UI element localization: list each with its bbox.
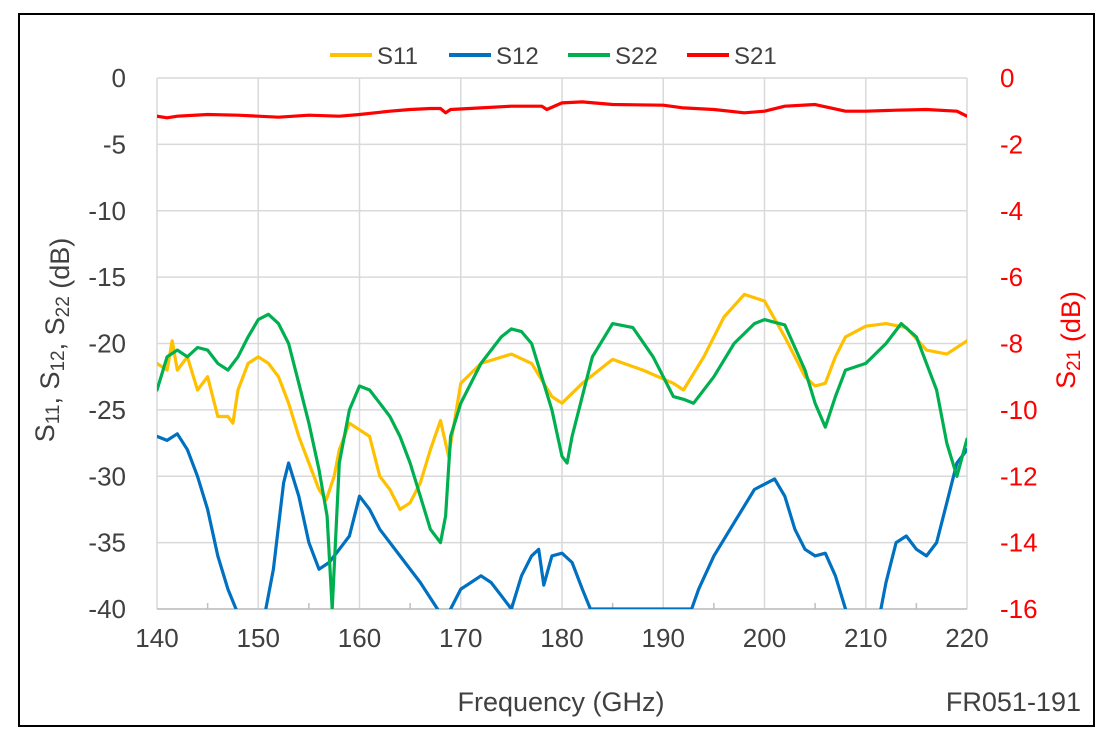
x-tick-label: 200 — [743, 623, 786, 653]
x-tick-label: 180 — [540, 623, 583, 653]
y-left-tick-label: -5 — [103, 129, 126, 159]
y-right-tick-label: -16 — [1000, 594, 1038, 624]
y-left-tick-label: -35 — [88, 528, 126, 558]
chart-frame — [18, 13, 1095, 727]
grid — [156, 77, 968, 610]
series-line-s22 — [157, 312, 967, 609]
series-line-s21 — [157, 100, 967, 120]
legend-label-s11: S11 — [377, 43, 418, 70]
x-tick-label: 170 — [439, 623, 482, 653]
y-left-tick-label: -40 — [88, 594, 126, 624]
x-tick-label: 140 — [135, 623, 178, 653]
legend-label-s22: S22 — [615, 43, 658, 70]
y-left-tick-label: -25 — [88, 395, 126, 425]
x-tick-label: 210 — [844, 623, 887, 653]
y-right-axis-title: S21 (dB) — [1051, 291, 1086, 389]
y-right-tick-label: -14 — [1000, 528, 1038, 558]
y-left-tick-label: -15 — [88, 262, 126, 292]
legend: S11 S12 S22 S21 — [330, 43, 777, 70]
y-right-tick-label: -6 — [1000, 262, 1023, 292]
figure-id-annotation: FR051-191 — [946, 687, 1081, 717]
y-right-tick-label: -4 — [1000, 196, 1023, 226]
y-left-tick-label: -20 — [88, 329, 126, 359]
x-axis-title: Frequency (GHz) — [457, 687, 664, 717]
legend-label-s21: S21 — [734, 43, 777, 70]
series-group — [157, 100, 967, 609]
y-left-tick-label: 0 — [112, 63, 126, 93]
x-tick-label: 220 — [945, 623, 988, 653]
x-tick-labels: 140 150 160 170 180 190 200 210 220 — [135, 623, 988, 653]
series-line-s12 — [157, 432, 967, 609]
y-left-tick-label: -30 — [88, 461, 126, 491]
y-right-tick-labels: 0 -2 -4 -6 -8 -10 -12 -14 -16 — [1000, 63, 1038, 624]
y-right-tick-label: -2 — [1000, 129, 1023, 159]
legend-label-s12: S12 — [496, 43, 539, 70]
y-right-tick-label: -12 — [1000, 461, 1038, 491]
y-right-tick-label: 0 — [1000, 63, 1014, 93]
x-tick-label: 150 — [237, 623, 280, 653]
y-left-axis-title: S11, S12, S22 (dB) — [30, 238, 75, 443]
y-left-tick-label: -10 — [88, 196, 126, 226]
x-tick-label: 190 — [642, 623, 685, 653]
y-right-tick-label: -10 — [1000, 395, 1038, 425]
y-right-tick-label: -8 — [1000, 329, 1023, 359]
x-tick-label: 160 — [338, 623, 381, 653]
y-left-tick-labels: 0 -5 -10 -15 -20 -25 -30 -35 -40 — [88, 63, 126, 624]
